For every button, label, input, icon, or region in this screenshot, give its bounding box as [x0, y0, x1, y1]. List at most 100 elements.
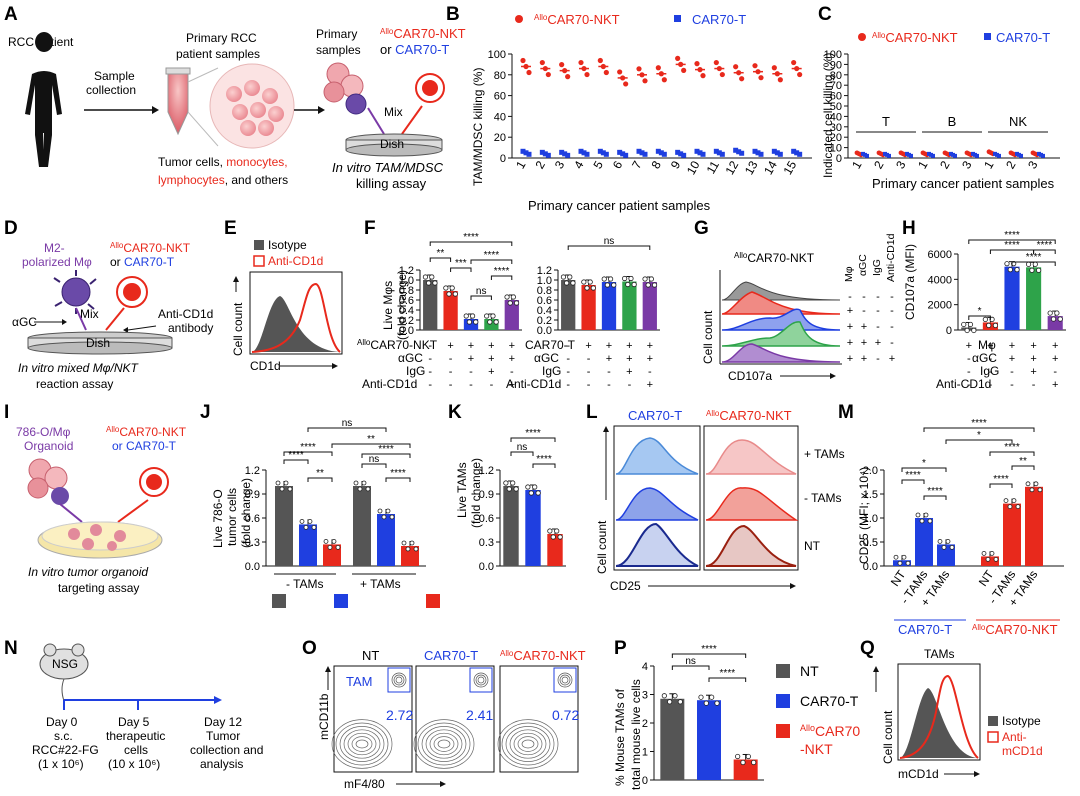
h-bracket	[1033, 249, 1056, 254]
o-gate-contour	[393, 674, 405, 686]
g-col-anti: Anti-CD1d	[885, 233, 897, 282]
g-sign: -	[876, 353, 880, 365]
legend-square-cart-c	[984, 33, 991, 40]
b-point-cart	[565, 152, 571, 158]
h-bracket	[968, 315, 991, 320]
assay-i2: targeting assay	[58, 581, 139, 595]
isotype-histogram	[252, 296, 340, 352]
c-xtick-label: 2	[937, 158, 953, 171]
h-ytick-label: 4000	[928, 274, 952, 286]
f2-row-anti: Anti-CD1d	[506, 377, 561, 391]
c-ytick-label: 80	[830, 70, 842, 82]
c-ytick-label: 50	[830, 101, 842, 113]
k-sig: ****	[536, 454, 552, 465]
panel-p: P % Mouse TAMs of total mouse live cells…	[613, 638, 860, 790]
l-row-minus: - TAMs	[804, 491, 842, 505]
f1-point	[443, 285, 449, 291]
j-ytick-label: 0.3	[245, 537, 260, 549]
j-group-minus: - TAMs	[286, 577, 324, 591]
day0-4: (1 x 10⁶)	[38, 757, 84, 771]
f2-bar	[642, 282, 657, 330]
or-cart-d: or CAR70-T	[110, 255, 175, 269]
o-contour	[343, 729, 381, 759]
f2-row-agc: αGC	[534, 351, 559, 365]
b-point-cart	[655, 148, 661, 154]
assay-d1: In vitro mixed Mφ/NKT	[18, 361, 140, 375]
dish-icon	[345, 133, 443, 157]
b-ytick-label: 0	[500, 153, 506, 165]
g-sign: +	[847, 321, 853, 333]
b-xtick-label: 3	[552, 158, 568, 171]
h-bracket	[968, 239, 1056, 244]
h-sign: +	[1009, 340, 1015, 352]
human-silhouette-icon	[25, 32, 62, 167]
ylabel-h: CD107a (MFI)	[903, 244, 917, 320]
o-contour	[417, 722, 471, 766]
p-bracket	[708, 677, 747, 682]
b-ytick-label: 100	[488, 49, 506, 61]
ylabel-j2: tumor cells	[225, 488, 239, 546]
l-histograms	[615, 437, 799, 567]
xlabel-c: Primary cancer patient samples	[872, 176, 1055, 191]
ylabel-l: Cell count	[595, 520, 609, 574]
f2-point	[564, 280, 570, 286]
l-row-plus: + TAMs	[804, 447, 845, 461]
m-sig: **	[1019, 456, 1027, 467]
ylabel-q: Cell count	[881, 710, 895, 764]
f2-row-cart: CAR70-T	[525, 338, 576, 352]
f2-point	[560, 274, 567, 280]
panel-label-i: I	[4, 402, 9, 423]
c-point-cart	[1019, 153, 1023, 158]
j-bracket	[283, 451, 333, 456]
panel-label-l: L	[586, 402, 598, 423]
f2-sign: -	[566, 366, 570, 378]
q-title: TAMs	[924, 647, 954, 661]
o-contour	[351, 736, 373, 752]
panel-label-b: B	[446, 4, 460, 25]
m-bracket	[901, 479, 925, 484]
b-point-cart	[797, 151, 803, 157]
m-sig: *	[977, 430, 981, 441]
c-xtick-label: 3	[893, 158, 909, 171]
o-gate-contour	[391, 672, 407, 688]
o-value-nkt: 0.72	[552, 707, 579, 723]
mix-label-a: Mix	[384, 105, 403, 119]
car-cell-icon-d	[116, 276, 148, 308]
ylabel-m: CD25 (MFI; x 10⁴)	[857, 467, 871, 564]
day0-1: Day 0	[46, 715, 78, 729]
f1-sig: ****	[494, 266, 510, 277]
o-gate-contour	[477, 676, 485, 684]
o-gate-contour	[475, 674, 487, 686]
k-bracket	[532, 463, 556, 468]
c-xtick-label: 1	[849, 158, 865, 171]
o-contour	[505, 726, 551, 762]
p-legend-nkt1: AlloCAR70	[800, 723, 860, 739]
h-sign: -	[989, 379, 993, 391]
b-xtick-label: 11	[704, 158, 723, 176]
b-point-cart	[597, 148, 603, 154]
o-contour	[339, 726, 385, 762]
o-title-nt: NT	[362, 648, 379, 663]
m-point	[901, 554, 907, 560]
k-ytick-label: 1.2	[479, 465, 494, 477]
f1-sign: +	[447, 340, 453, 352]
o-tam-label: TAM	[346, 674, 372, 689]
b-point-cart	[636, 148, 642, 154]
k-point	[547, 528, 553, 534]
panel-g: G AlloCAR70-NKT Cell count CD107a Mφ αGC…	[694, 218, 897, 383]
f2-sign: +	[585, 340, 591, 352]
m-point	[1025, 481, 1031, 487]
q-legend-anti-swatch	[987, 731, 999, 743]
f2-sign: +	[647, 379, 653, 391]
b-point-cart	[681, 152, 687, 158]
f1-sign: -	[469, 379, 473, 391]
f1-ytick-label: 1.2	[399, 265, 414, 277]
o-gate-contour	[559, 674, 571, 686]
h-sig: ****	[1026, 252, 1042, 263]
f2-sign: -	[587, 366, 591, 378]
f1-point	[432, 280, 438, 286]
o-plot-frame	[333, 665, 413, 773]
chart-k: 0.0 0.3 0.6 0.9 1.2 **** ns ****	[479, 428, 566, 573]
chart-m: 0.00.51.01.52.0NT- TAMs+ TAMs NT- TAMs+ T…	[863, 418, 1064, 609]
sample-collection-line1: Sample	[94, 69, 135, 83]
